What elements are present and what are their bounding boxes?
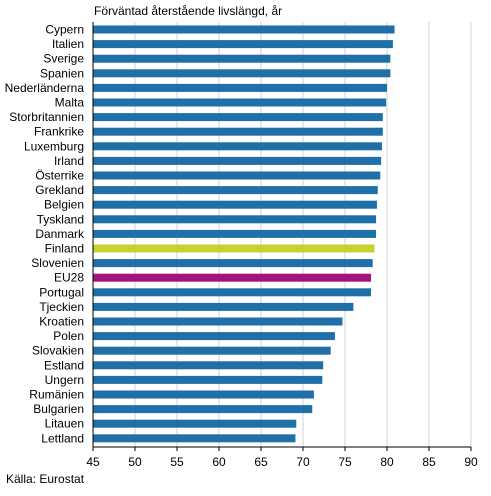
x-tick-label-90: 90: [464, 455, 478, 469]
category-label-kroatien: Kroatien: [39, 315, 84, 329]
category-label-spanien: Spanien: [40, 66, 84, 80]
bar-sverige: [93, 54, 391, 63]
category-label-osterrike: Österrike: [35, 169, 84, 183]
bar-litauen: [93, 419, 297, 428]
x-axis: 45 50 55 60 65 70 75 80 85 90: [86, 22, 478, 469]
bar-nederlanderna: [93, 83, 387, 92]
category-label-nederlanderna: Nederländerna: [5, 81, 85, 95]
bar-slovakien: [93, 346, 331, 355]
bar-lettland: [93, 434, 296, 443]
category-label-sverige: Sverige: [43, 52, 84, 66]
bar-slovenien: [93, 259, 373, 268]
category-label-lettland: Lettland: [41, 431, 84, 445]
category-label-bulgarien: Bulgarien: [33, 402, 84, 416]
x-tick-label-75: 75: [338, 455, 352, 469]
category-label-grekland: Grekland: [35, 183, 84, 197]
source-note: Källa: Eurostat: [6, 472, 85, 486]
bar-tyskland: [93, 215, 377, 224]
bar-osterrike: [93, 171, 381, 180]
x-tick-label-80: 80: [380, 455, 394, 469]
x-tick-label-45: 45: [86, 455, 100, 469]
category-label-slovakien: Slovakien: [32, 344, 84, 358]
bar-irland: [93, 156, 382, 165]
x-tick-label-60: 60: [212, 455, 226, 469]
bar-kroatien: [93, 317, 343, 326]
bar-spanien: [93, 69, 391, 78]
category-label-tyskland: Tyskland: [37, 212, 84, 226]
category-label-finland: Finland: [45, 242, 84, 256]
category-label-belgien: Belgien: [44, 198, 84, 212]
category-label-irland: Irland: [54, 154, 84, 168]
bar-eu28: [93, 273, 372, 282]
x-tick-label-50: 50: [128, 455, 142, 469]
category-label-cypern: Cypern: [45, 23, 84, 37]
x-tick-label-55: 55: [170, 455, 184, 469]
category-label-tjeckien: Tjeckien: [39, 300, 84, 314]
bar-ungern: [93, 375, 323, 384]
bar-finland: [93, 244, 375, 253]
bar-storbritannien: [93, 113, 383, 122]
bar-luxemburg: [93, 142, 382, 151]
category-label-slovenien: Slovenien: [31, 256, 84, 270]
chart-title: Förväntad återstående livslängd, år: [94, 4, 283, 18]
bar-bulgarien: [93, 405, 313, 414]
category-label-ungern: Ungern: [45, 373, 84, 387]
x-tick-label-85: 85: [422, 455, 436, 469]
bar-estland: [93, 361, 324, 370]
category-labels: CypernItalienSverigeSpanienNederländerna…: [5, 23, 85, 446]
bar-polen: [93, 332, 335, 341]
bar-danmark: [93, 229, 377, 238]
category-label-eu28: EU28: [54, 271, 84, 285]
bar-italien: [93, 40, 393, 49]
bar-malta: [93, 98, 387, 107]
category-label-estland: Estland: [44, 358, 84, 372]
category-label-rumanien: Rumänien: [29, 388, 84, 402]
x-tick-label-70: 70: [296, 455, 310, 469]
bar-frankrike: [93, 127, 383, 136]
bar-grekland: [93, 186, 378, 195]
category-label-storbritannien: Storbritannien: [9, 110, 84, 124]
bars: [93, 25, 395, 443]
category-label-italien: Italien: [52, 37, 84, 51]
bar-portugal: [93, 288, 372, 297]
bar-rumanien: [93, 390, 314, 399]
category-label-frankrike: Frankrike: [34, 125, 84, 139]
bar-belgien: [93, 200, 377, 209]
x-tick-label-65: 65: [254, 455, 268, 469]
category-label-litauen: Litauen: [45, 417, 84, 431]
bar-tjeckien: [93, 302, 354, 311]
category-label-danmark: Danmark: [35, 227, 85, 241]
category-label-luxemburg: Luxemburg: [24, 139, 84, 153]
bar-cypern: [93, 25, 395, 34]
category-label-malta: Malta: [55, 96, 85, 110]
category-label-portugal: Portugal: [39, 285, 84, 299]
category-label-polen: Polen: [53, 329, 84, 343]
